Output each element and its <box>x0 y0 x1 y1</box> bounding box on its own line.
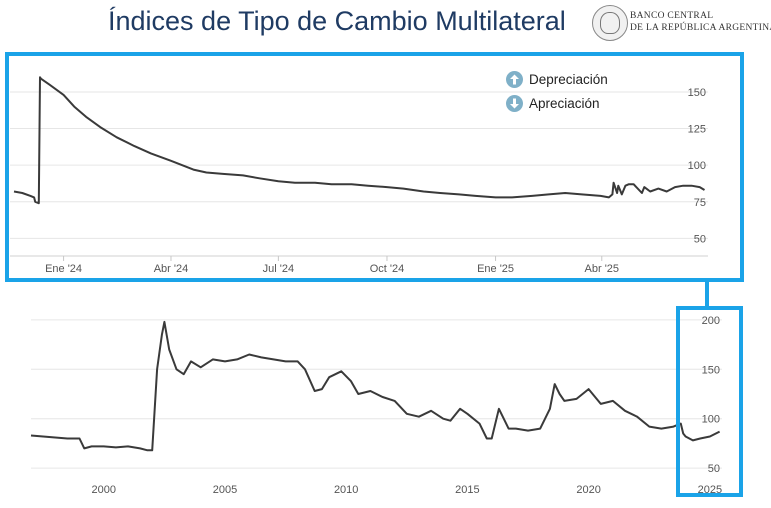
x-tick-label: 2020 <box>576 484 600 496</box>
y-tick-label: 200 <box>702 315 720 327</box>
highlight-frames <box>5 52 744 497</box>
x-tick-label: Jul '24 <box>263 263 294 275</box>
x-tick-label: Abr '24 <box>154 263 189 275</box>
arrow-up-circle-icon <box>506 71 523 88</box>
bcra-seal-icon <box>592 5 628 41</box>
logo-text-line2: DE LA REPÚBLICA ARGENTINA <box>630 23 771 33</box>
x-tick-label: 2000 <box>91 484 115 496</box>
legend-depreciation: Depreciación <box>506 71 608 88</box>
y-tick-label: 125 <box>688 124 706 136</box>
x-tick-label: Ene '25 <box>477 263 514 275</box>
x-tick-label: 2010 <box>334 484 358 496</box>
series-line <box>30 320 721 452</box>
y-tick-label: 100 <box>702 414 720 426</box>
y-tick-label: 150 <box>688 87 706 99</box>
page-title: Índices de Tipo de Cambio Multilateral <box>108 6 566 36</box>
zoom-frame-bottom <box>676 306 743 497</box>
y-tick-label: 75 <box>694 197 706 209</box>
arrow-down-circle-icon <box>506 95 523 112</box>
x-tick-label: 2015 <box>455 484 479 496</box>
y-tick-label: 50 <box>694 233 706 245</box>
bcra-logo: BANCO CENTRAL DE LA REPÚBLICA ARGENTINA <box>592 5 771 43</box>
legend-appreciation: Apreciación <box>506 95 600 112</box>
y-tick-label: 150 <box>702 364 720 376</box>
x-tick-label: 2005 <box>213 484 237 496</box>
x-tick-label: Oct '24 <box>370 263 405 275</box>
series-line <box>13 76 706 205</box>
y-tick-label: 50 <box>708 463 720 475</box>
legend-depreciation-label: Depreciación <box>529 72 608 87</box>
bcra-logo-text: BANCO CENTRAL DE LA REPÚBLICA ARGENTINA <box>630 10 771 34</box>
x-tick-label: Abr '25 <box>585 263 620 275</box>
y-tick-label: 100 <box>688 160 706 172</box>
zoom-frame-top <box>5 52 744 282</box>
recent-index-chart: 50 75 100 125 150 Ene '24 Abr '24 Jul '24 Oct '2… <box>10 76 708 275</box>
legend-appreciation-label: Apreciación <box>529 96 600 111</box>
logo-text-line1: BANCO CENTRAL <box>630 11 714 21</box>
x-tick-label: Ene '24 <box>45 263 82 275</box>
